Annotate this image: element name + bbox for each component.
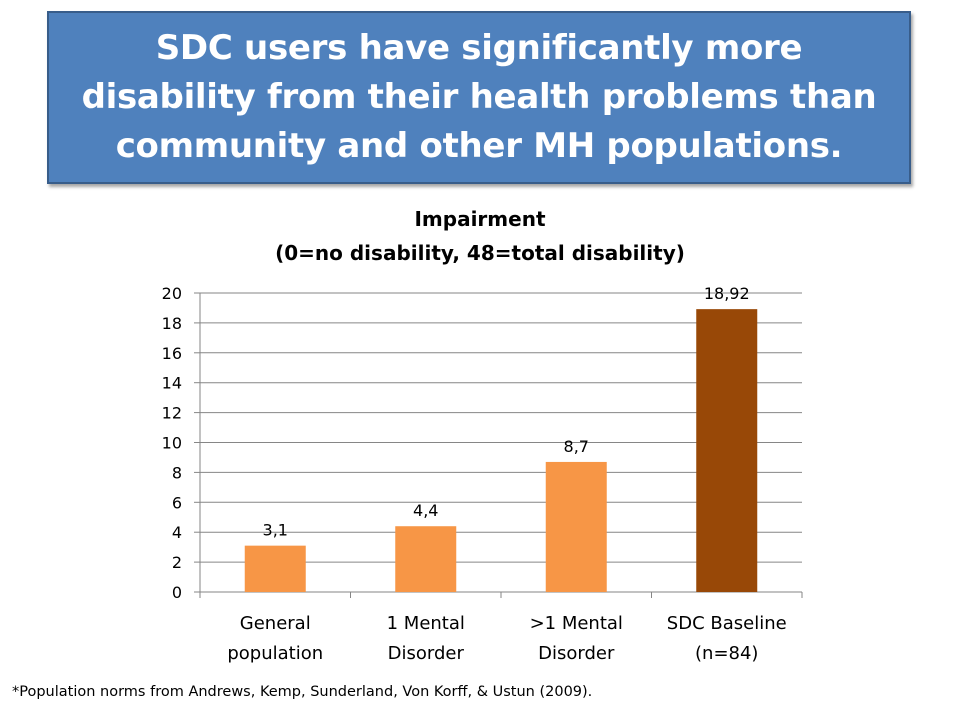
bars [244, 309, 758, 592]
y-tick-label: 0 [172, 583, 182, 602]
data-label: 18,92 [704, 284, 750, 303]
y-tick-label: 2 [172, 553, 182, 572]
data-label: 3,1 [263, 521, 288, 540]
y-tick-label: 8 [172, 463, 182, 482]
y-tick-label: 12 [162, 404, 182, 423]
y-tick-label: 4 [172, 523, 182, 542]
y-tick-label: 14 [162, 374, 182, 393]
y-tick-label: 20 [162, 284, 182, 303]
x-tick-label: population [227, 643, 323, 664]
y-tick-label: 6 [172, 493, 182, 512]
bar [395, 526, 457, 592]
bar [244, 545, 306, 592]
footnote: *Population norms from Andrews, Kemp, Su… [12, 684, 593, 700]
data-label: 8,7 [564, 437, 589, 456]
x-tick-label: Disorder [388, 643, 465, 664]
labels: 3,1 General population 4,4 1 Mental Disorder 8… [227, 284, 786, 664]
y-tick-label: 10 [162, 434, 182, 453]
data-label: 4,4 [413, 501, 438, 520]
bar-chart: Impairment (0=no disability, 48=total di… [162, 207, 803, 664]
bar [696, 309, 758, 592]
axes: 0 2 4 6 8 10 12 14 16 18 20 [162, 284, 803, 602]
x-tick-label: 1 Mental [387, 613, 465, 634]
x-tick-label: SDC Baseline [667, 613, 787, 634]
gridlines [200, 292, 802, 563]
x-tick-label: Disorder [538, 643, 615, 664]
x-tick-label: >1 Mental [530, 613, 623, 634]
x-tick-label: (n=84) [695, 643, 758, 664]
y-tick-label: 18 [162, 314, 182, 333]
x-tick-label: General [240, 613, 311, 634]
bar [545, 461, 607, 592]
slide-title: SDC users have significantly more disabi… [81, 28, 877, 166]
chart-title: Impairment [414, 207, 545, 231]
title-box: SDC users have significantly more disabi… [47, 11, 911, 184]
y-tick-label: 16 [162, 344, 182, 363]
chart-subtitle: (0=no disability, 48=total disability) [275, 241, 685, 265]
